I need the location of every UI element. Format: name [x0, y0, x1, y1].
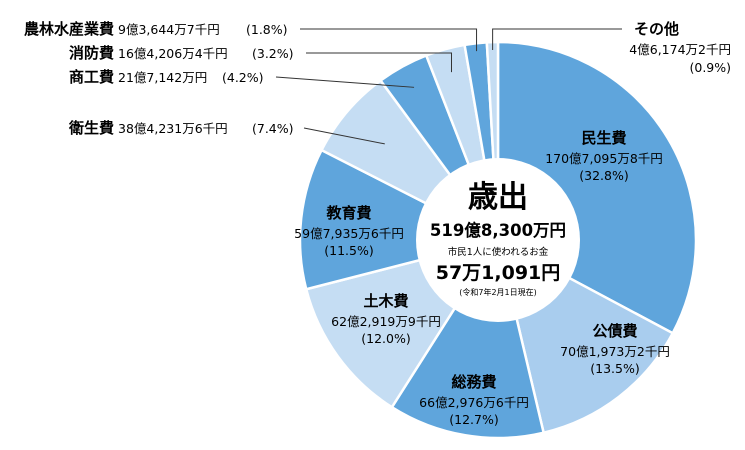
label-shoubou-name: 消防費 — [69, 44, 114, 62]
leader-sonota — [492, 28, 622, 50]
label-kyouiku-percent: (11.5%) — [324, 243, 373, 258]
label-shoukou-percent: (4.2%) — [222, 70, 264, 85]
label-shoukou-amount: 21億7,142万円 — [118, 70, 207, 85]
label-nourin-amount: 9億3,644万7千円 — [118, 22, 220, 37]
center-per-capita-label: 市民1人に使われるお金 — [448, 246, 549, 258]
leader-shoubou — [306, 52, 452, 73]
slice-4 — [298, 148, 502, 291]
label-shoukou-name: 商工費 — [69, 68, 114, 86]
label-sonota-amount: 4億6,174万2千円 — [629, 42, 731, 57]
label-minsei-amount: 170億7,095万8千円 — [545, 151, 663, 166]
label-sonota-name: その他 — [634, 20, 679, 38]
label-minsei-name: 民生費 — [581, 129, 626, 147]
label-kousai-amount: 70億1,973万2千円 — [560, 344, 670, 359]
label-shoubou-percent: (3.2%) — [252, 46, 294, 61]
label-soumu-amount: 66億2,976万6千円 — [419, 395, 529, 410]
leader-lines — [275, 28, 622, 145]
leader-eisei — [303, 127, 385, 145]
label-eisei-amount: 38億4,231万6千円 — [118, 121, 228, 136]
label-minsei-percent: (32.8%) — [579, 168, 628, 183]
leader-shoukou — [275, 76, 415, 88]
label-doboku-name: 土木費 — [363, 292, 408, 310]
label-kousai-name: 公債費 — [592, 322, 637, 340]
label-kyouiku-name: 教育費 — [325, 204, 371, 222]
center-as-of: (令和7年2月1日現在) — [459, 287, 537, 297]
center-per-capita-value: 57万1,091円 — [436, 262, 561, 284]
label-kyouiku-amount: 59億7,935万6千円 — [294, 226, 404, 241]
center-total: 519億8,300万円 — [430, 220, 566, 240]
label-eisei-name: 衛生費 — [68, 119, 114, 137]
leader-nourin — [300, 28, 478, 52]
label-kousai-percent: (13.5%) — [590, 361, 639, 376]
label-doboku-percent: (12.0%) — [361, 331, 410, 346]
label-shoubou-amount: 16億4,206万4千円 — [118, 46, 228, 61]
label-nourin-name: 農林水産業費 — [24, 20, 114, 38]
label-doboku-amount: 62億2,919万9千円 — [331, 314, 441, 329]
label-nourin-percent: (1.8%) — [246, 22, 288, 37]
label-soumu-name: 総務費 — [451, 373, 496, 391]
center-title: 歳出 — [468, 180, 528, 215]
donut-hole — [416, 158, 580, 322]
label-sonota-percent: (0.9%) — [689, 60, 731, 75]
label-eisei-percent: (7.4%) — [252, 121, 294, 136]
label-soumu-percent: (12.7%) — [449, 412, 498, 427]
